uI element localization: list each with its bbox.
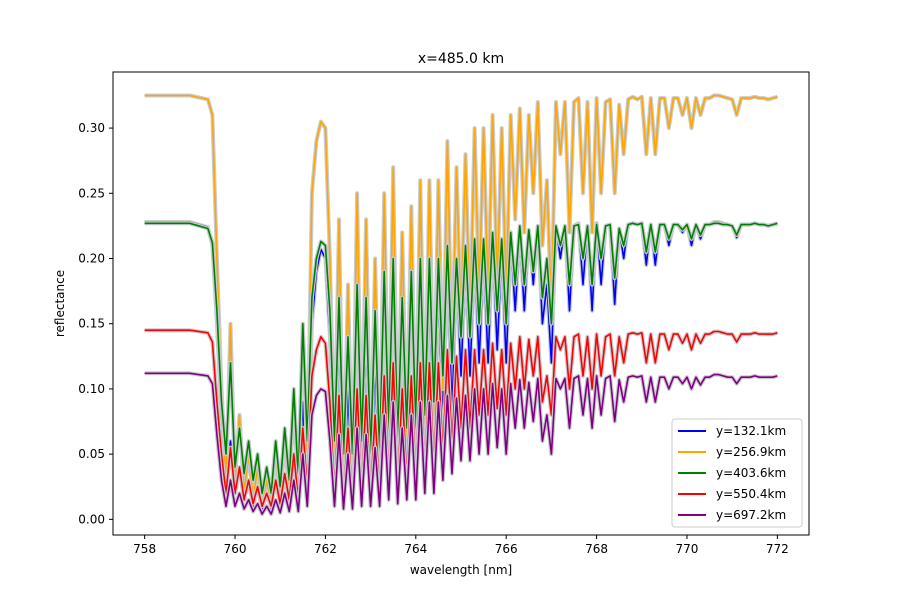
legend: y=132.1km y=256.9km y=403.6km y=550.4km y=69… — [671, 418, 803, 528]
legend-label-3: y=403.6km — [716, 466, 786, 480]
y-tick-label: 0.10 — [78, 382, 105, 396]
x-tick-label: 772 — [766, 542, 789, 556]
y-tick-label: 0.00 — [78, 512, 105, 526]
series-layer — [144, 93, 778, 517]
y-tick-label: 0.05 — [78, 447, 105, 461]
x-tick-label: 764 — [404, 542, 427, 556]
legend-label-2: y=256.9km — [716, 445, 786, 459]
x-tick-label: 770 — [676, 542, 699, 556]
y-tick-label: 0.25 — [78, 186, 105, 200]
x-tick-label: 766 — [495, 542, 518, 556]
chart-title: x=485.0 km — [418, 51, 504, 67]
x-tick-label: 758 — [133, 542, 156, 556]
y-tick-label: 0.30 — [78, 121, 105, 135]
legend-label-5: y=697.2km — [716, 508, 786, 522]
y-tick-label: 0.20 — [78, 252, 105, 266]
legend-label-1: y=132.1km — [716, 424, 786, 438]
series-line-3 — [144, 222, 778, 495]
plot-frame — [112, 71, 810, 536]
legend-box — [671, 418, 803, 528]
x-axis-label: wavelength [nm] — [410, 563, 512, 577]
y-axis: 0.00 0.05 0.10 0.15 0.20 0.25 0.30 — [78, 121, 113, 526]
y-tick-label: 0.15 — [78, 317, 105, 331]
x-tick-label: 762 — [314, 542, 337, 556]
x-tick-label: 768 — [585, 542, 608, 556]
x-axis: 758 760 762 764 766 768 770 772 — [133, 535, 789, 556]
legend-label-4: y=550.4km — [716, 487, 786, 501]
series-line-4 — [144, 329, 778, 508]
series-line-5 — [144, 372, 778, 515]
y-axis-label: reflectance — [53, 270, 67, 337]
x-tick-label: 760 — [224, 542, 247, 556]
